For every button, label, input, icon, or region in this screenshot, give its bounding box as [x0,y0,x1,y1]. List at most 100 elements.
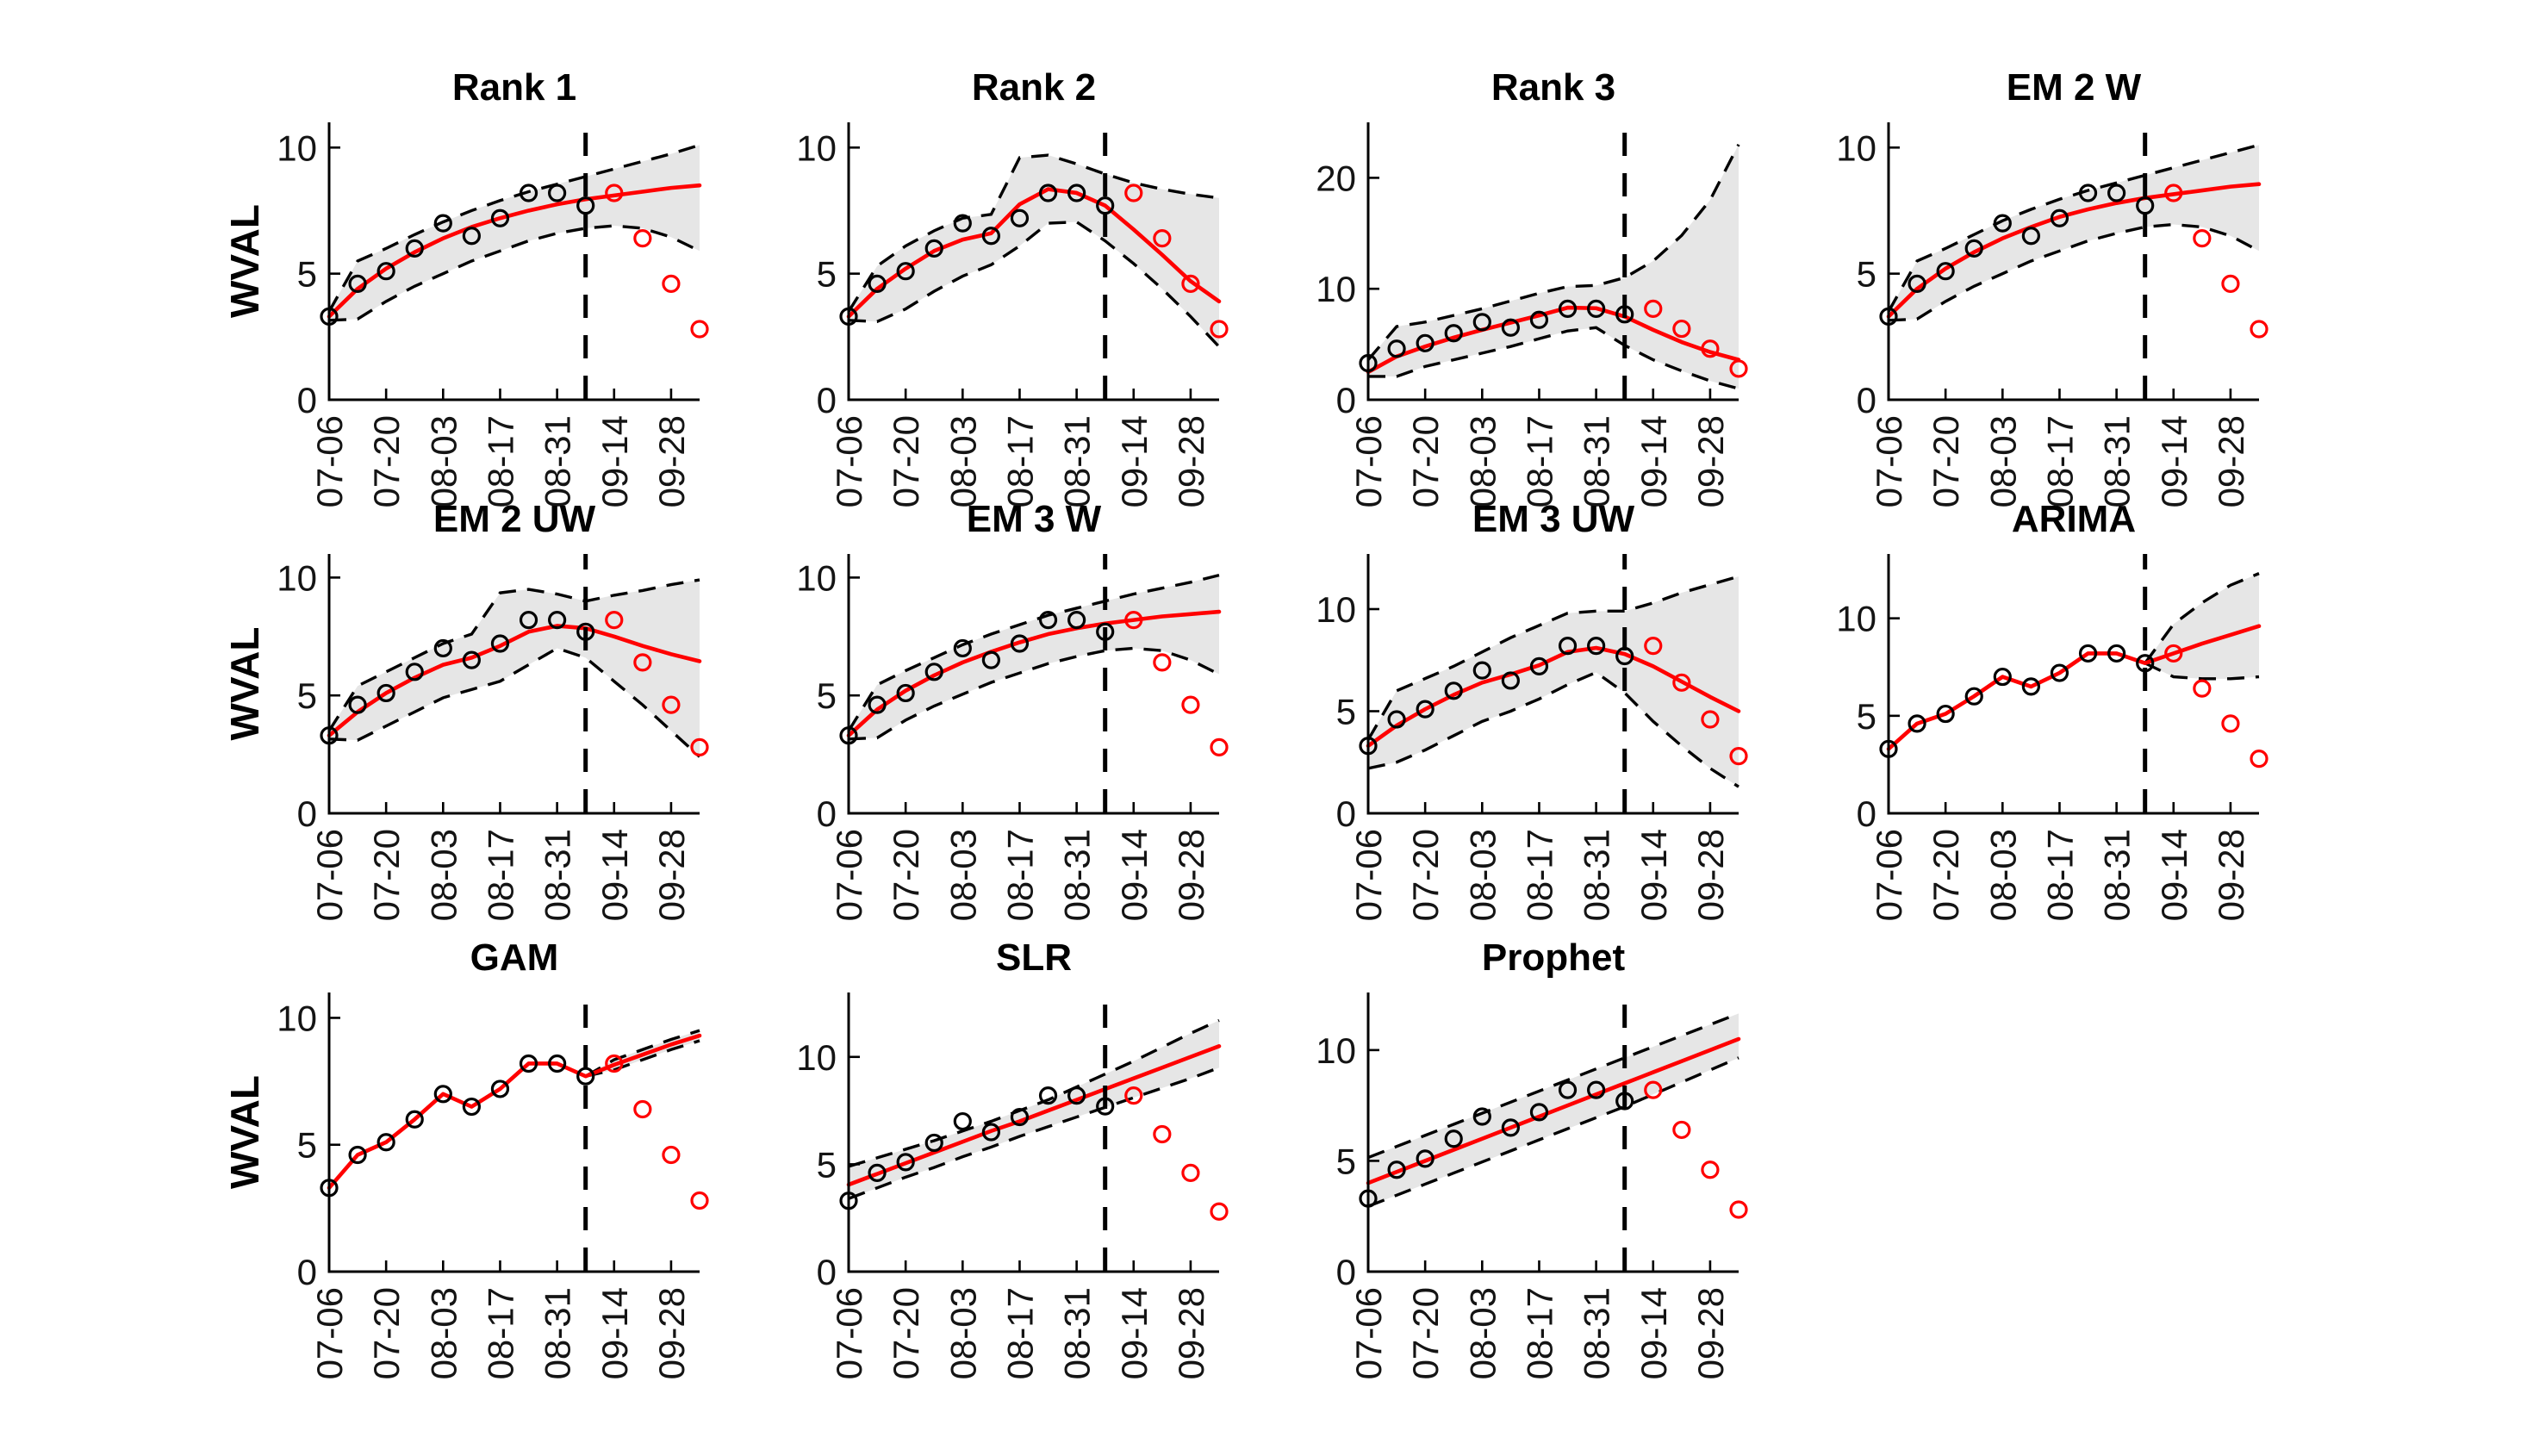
x-tick-label: 08-03 [943,1287,983,1379]
y-tick-label: 5 [817,254,837,295]
band-lower-edge [1367,1056,1739,1208]
x-tick-label: 07-06 [829,829,869,921]
obs-marker [377,683,395,703]
band-upper-edge [848,1018,1220,1168]
test-marker [1701,339,1720,358]
test-marker [1672,319,1691,339]
x-tick-label: 09-28 [1171,829,1211,921]
y-tick-label: 10 [1316,589,1356,630]
obs-marker [1472,661,1491,680]
x-tick-label: 09-14 [1114,829,1154,921]
band-upper-edge [327,578,700,732]
test-marker [2250,750,2268,768]
x-tick-label: 08-17 [480,829,520,921]
x-tick-label: 08-31 [1057,415,1098,507]
y-tick-label: 10 [277,998,317,1038]
obs-marker [462,1097,481,1117]
x-tick-label: 08-31 [2097,415,2138,507]
fit-line [1366,305,1741,375]
test-marker [605,1054,624,1073]
obs-marker [405,663,424,681]
x-tick-label: 07-20 [1926,415,1966,507]
test-marker [1729,747,1748,766]
x-tick-label: 08-03 [943,829,983,921]
obs-marker [981,1123,1000,1142]
x-tick-label: 08-17 [2039,415,2080,507]
obs-marker [1472,1107,1491,1126]
band-lower-edge [848,646,1220,741]
obs-marker [1908,274,1926,293]
obs-marker [1558,637,1578,656]
obs-marker [1387,710,1406,729]
obs-marker [2107,184,2126,202]
test-marker [633,653,652,672]
test-marker [633,229,652,248]
x-tick-label: 07-20 [1405,829,1446,921]
x-tick-label: 08-17 [480,415,520,507]
x-tick-label: 09-14 [594,1287,635,1379]
x-tick-label: 09-14 [2154,415,2194,507]
obs-marker [576,196,595,215]
y-tick-label: 0 [1336,793,1356,834]
y-tick-label: 0 [297,1252,317,1292]
x-tick-label: 08-03 [1462,415,1503,507]
band-upper-edge [847,153,1220,313]
y-tick-label: 10 [796,128,837,168]
obs-marker [2021,227,2040,246]
x-tick-label: 07-06 [309,829,350,921]
obs-marker [320,1179,339,1198]
x-tick-label: 08-17 [1519,1287,1559,1379]
obs-marker [320,726,339,745]
obs-marker [1472,313,1491,332]
confidence-band [1368,576,1739,787]
x-tick-label: 08-17 [480,1287,520,1379]
obs-marker [490,634,510,653]
obs-marker [1416,333,1435,352]
y-tick-label: 10 [1836,128,1876,168]
x-tick-label: 08-03 [1462,1287,1503,1379]
obs-marker [924,663,943,681]
test-marker [605,611,624,630]
test-marker [2193,229,2212,248]
x-tick-label: 08-03 [423,415,464,507]
obs-marker [981,227,1000,246]
x-tick-label: 07-20 [366,829,407,921]
panel-em-3-uw: 0 5 10 07-06 07-20 08-03 08-17 08-31 09-14 09-28 E… [1316,498,1748,921]
band-lower-edge [2144,662,2260,681]
obs-marker [1587,637,1606,656]
test-marker [2193,679,2212,698]
obs-marker [1529,310,1549,329]
obs-marker [868,1163,887,1182]
y-tick-label: 0 [817,793,837,834]
obs-marker [348,695,367,714]
obs-marker [490,1080,510,1098]
test-marker [1644,637,1663,656]
obs-marker [548,611,567,630]
obs-marker [1444,1129,1463,1148]
x-tick-label: 08-31 [538,415,578,507]
band-upper-edge [1366,575,1739,741]
panel-title: EM 2 UW [433,498,596,540]
obs-marker [1096,1097,1115,1116]
panel-title: GAM [470,936,559,979]
obs-marker [377,1133,395,1152]
obs-marker [1529,1103,1549,1122]
x-tick-label: 09-14 [1634,415,1674,507]
obs-marker [2136,196,2155,215]
x-tick-label: 08-03 [1462,829,1503,921]
y-tick-label: 5 [1857,696,1876,737]
test-marker [1644,1080,1663,1099]
obs-marker [548,184,567,202]
test-marker [2164,184,2183,202]
obs-marker [896,1153,915,1172]
y-tick-label: 5 [1336,1141,1356,1181]
y-tick-label: 10 [1836,599,1876,639]
test-marker [2250,320,2268,339]
x-tick-label: 09-28 [2211,415,2251,507]
obs-marker [1359,353,1378,373]
obs-marker [1615,1092,1634,1111]
panel-title: Rank 2 [972,66,1096,109]
band-lower-edge [328,224,700,322]
x-tick-label: 09-28 [1171,415,1211,507]
x-tick-label: 09-14 [1114,415,1154,507]
